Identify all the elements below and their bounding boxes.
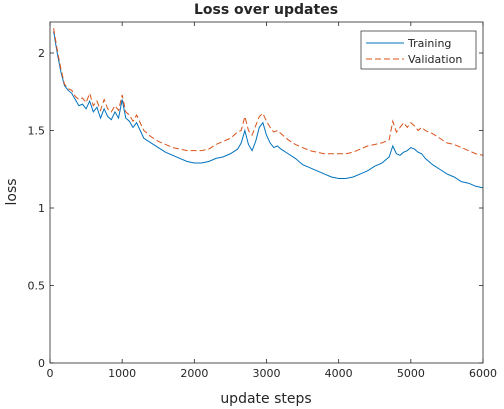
y-tick-label: 1 [38, 202, 45, 215]
x-tick-label: 1000 [108, 367, 136, 380]
y-tick-label: 1.5 [28, 125, 46, 138]
y-tick-label: 2 [38, 47, 45, 60]
legend: Training Validation [360, 30, 477, 70]
x-tick-label: 5000 [397, 367, 425, 380]
series-layer [53, 28, 484, 189]
plot-frame [49, 21, 484, 364]
x-tick-label: 3000 [253, 367, 281, 380]
x-tick-label: 4000 [325, 367, 353, 380]
legend-label-validation: Validation [408, 53, 462, 66]
legend-label-training: Training [407, 37, 451, 50]
x-tick-label: 6000 [469, 367, 497, 380]
chart-title: Loss over updates [194, 2, 338, 18]
x-tick-label: 2000 [180, 367, 208, 380]
series-line-validation [53, 28, 484, 156]
x-axis-label: update steps [220, 391, 311, 407]
y-tick-label: 0.5 [28, 280, 46, 293]
y-tick-label: 0 [38, 357, 45, 370]
y-axis-label: loss [4, 178, 20, 205]
x-tick-label: 0 [47, 367, 54, 380]
series-line-training [53, 31, 484, 189]
legend-box [360, 30, 477, 70]
ticks-layer: 0 1000 2000 3000 4000 5000 6000 0 0.5 1 1.5 2 [28, 22, 497, 380]
